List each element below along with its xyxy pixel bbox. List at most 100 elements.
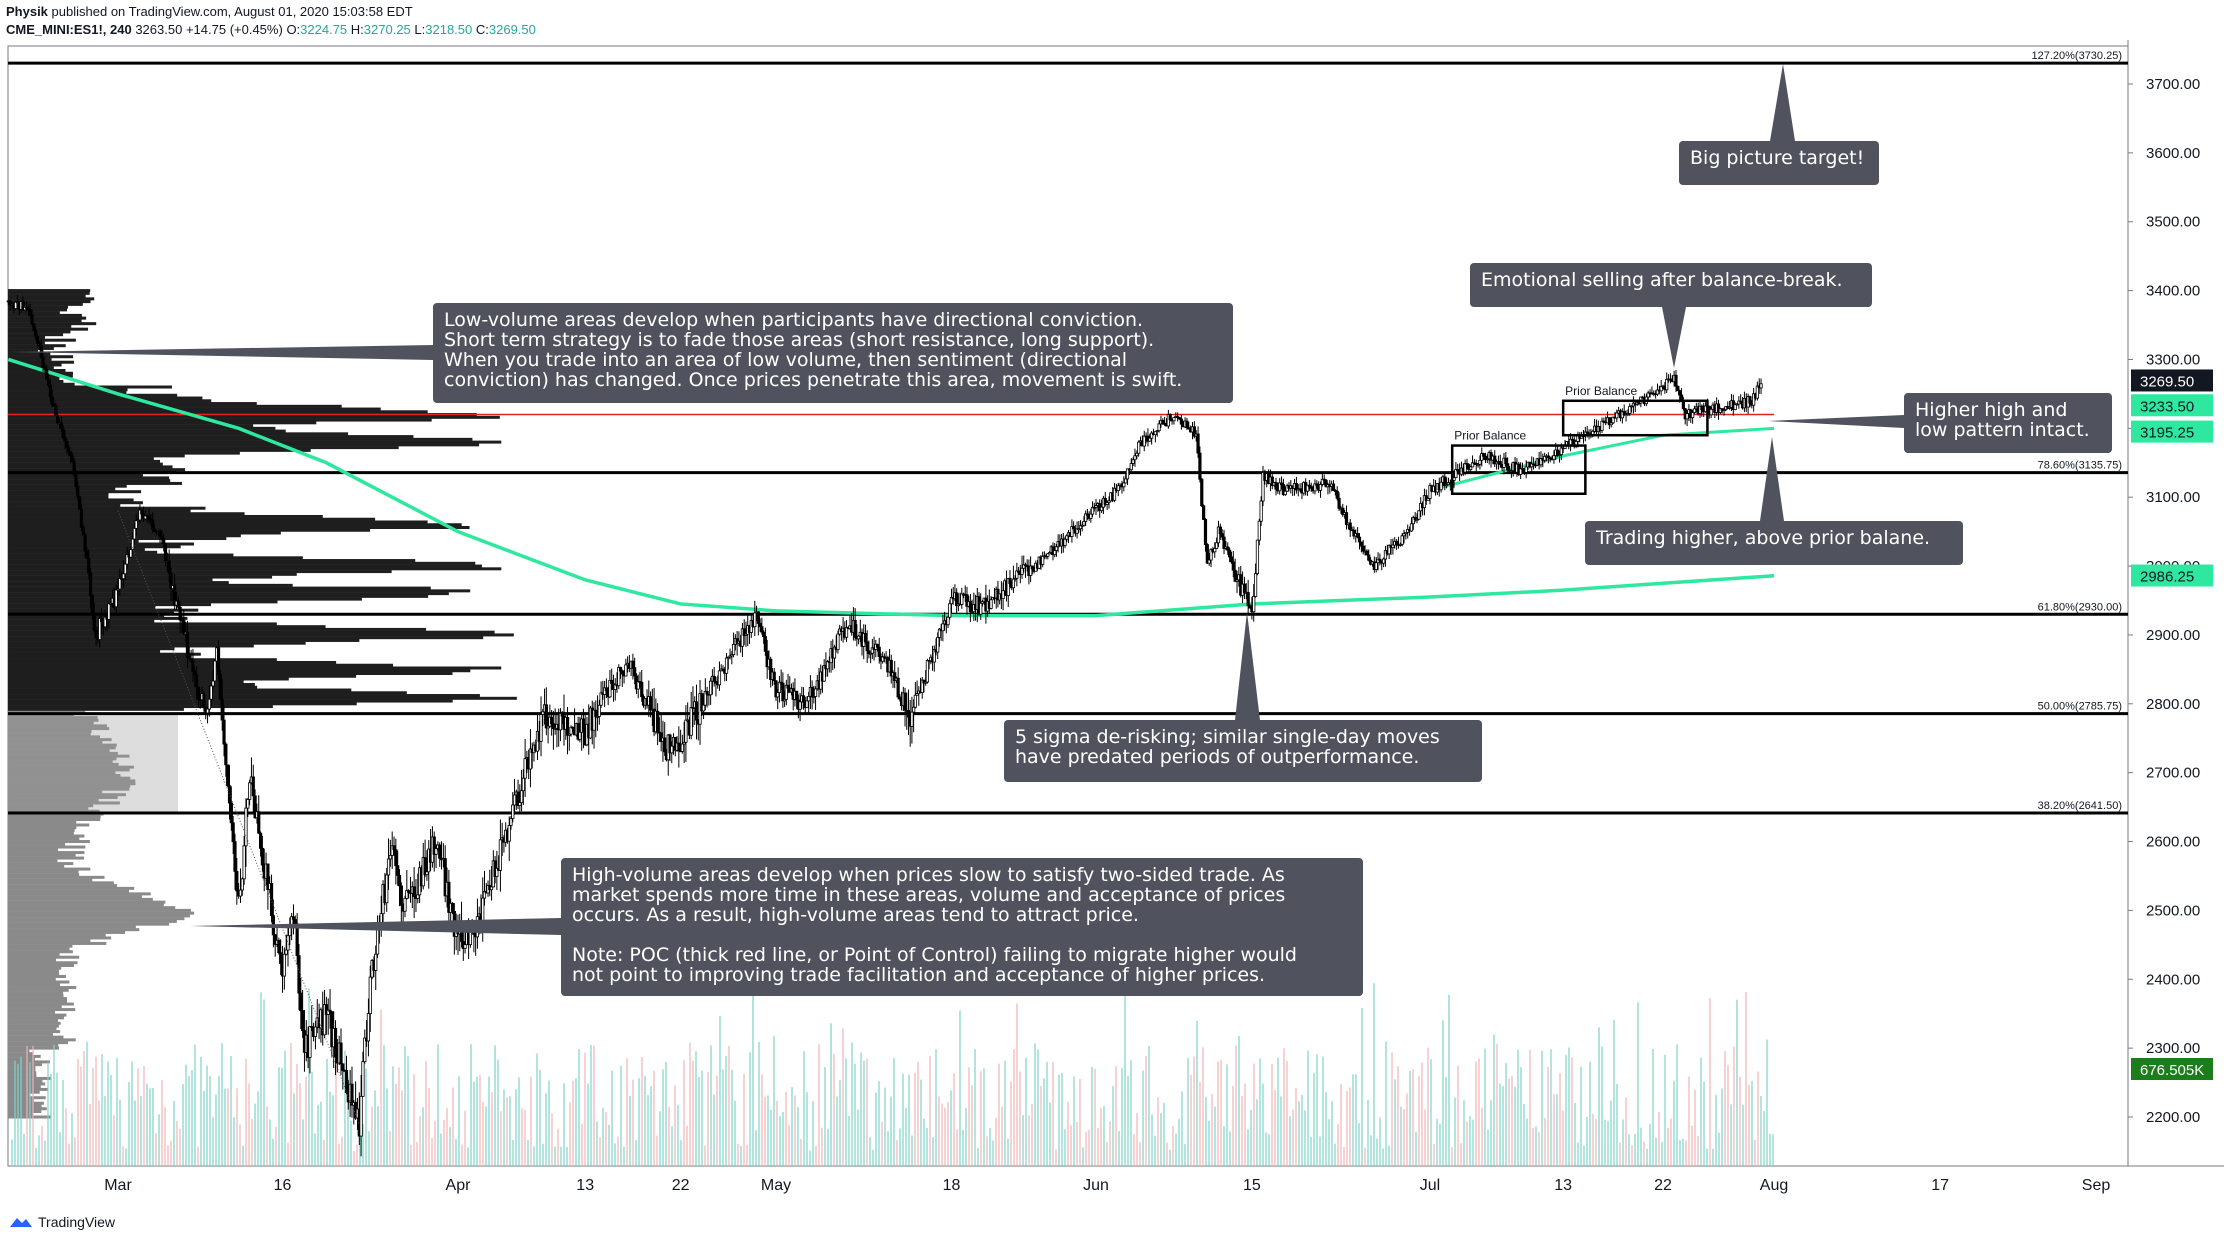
candle-body — [1391, 544, 1395, 549]
candle-body — [1092, 506, 1096, 509]
candle-body — [131, 538, 135, 550]
volume-profile-bar — [8, 327, 89, 331]
candle-body — [339, 1042, 343, 1065]
candle-body — [1335, 490, 1339, 499]
volume-profile-bar — [8, 1027, 57, 1031]
candle-body — [216, 647, 221, 675]
volume-profile-bar — [8, 644, 254, 648]
price-badge — [2131, 369, 2213, 392]
volume-profile-bar — [8, 349, 39, 353]
candle-body — [52, 404, 56, 407]
candle-body — [1357, 536, 1362, 543]
y-tick-label: 2700.00 — [2146, 765, 2200, 782]
candle-body — [810, 686, 814, 698]
candle-body — [386, 858, 391, 876]
candle-body — [385, 874, 389, 904]
volume-profile-bar — [8, 1043, 59, 1047]
volume-profile-bar — [8, 851, 85, 855]
candle-body — [968, 601, 973, 613]
x-tick-label: Sep — [2082, 1177, 2111, 1194]
x-tick-label: Jun — [1083, 1177, 1109, 1194]
x-tick-label: Jul — [1420, 1177, 1440, 1194]
candle-body — [1752, 393, 1756, 406]
candle-body — [906, 710, 911, 718]
volume-profile-bar — [8, 727, 110, 731]
candle-body — [1428, 485, 1432, 499]
candle-body — [447, 881, 451, 913]
publish-info: published on TradingView.com, August 01,… — [51, 4, 413, 19]
candle-body — [1480, 453, 1484, 461]
candle-body — [960, 593, 964, 605]
candle-body — [728, 655, 732, 658]
brand-name[interactable]: TradingView — [38, 1214, 116, 1230]
volume-profile-bar — [8, 297, 95, 301]
candle-body — [138, 509, 142, 521]
close-value: 3269.50 — [488, 22, 536, 37]
callout-box — [1585, 521, 1963, 565]
candle-body — [43, 366, 47, 370]
candle-body — [116, 588, 120, 591]
volume-profile-bar — [8, 768, 130, 772]
candle-body — [1131, 459, 1135, 464]
candle-body — [1733, 404, 1737, 411]
candle-body — [1103, 497, 1107, 505]
candle-body — [1063, 538, 1067, 546]
candle-body — [1177, 417, 1182, 420]
candle-body — [74, 474, 78, 487]
candle-body — [301, 1010, 305, 1031]
candle-body — [211, 680, 215, 687]
volume-profile-bar — [8, 368, 66, 372]
fib-level-label: 50.00%(2785.75) — [2038, 701, 2122, 713]
candle-body — [1161, 419, 1165, 424]
candle-body — [832, 646, 837, 659]
volume-profile-bar — [8, 798, 99, 802]
candle-body — [1205, 544, 1209, 564]
volume-profile-bar — [8, 820, 77, 824]
candle-body — [560, 713, 564, 717]
y-tick-label: 3100.00 — [2146, 489, 2200, 506]
candle-body — [592, 709, 596, 731]
candle-body — [397, 875, 402, 887]
symbol-name[interactable]: CME_MINI:ES1!, 240 — [6, 22, 132, 37]
candle-body — [1246, 591, 1250, 607]
candle-body — [1242, 583, 1247, 593]
volume-profile-bar — [8, 702, 357, 706]
candle-body — [132, 527, 137, 540]
candle-body — [1409, 523, 1414, 532]
candle-body — [936, 637, 940, 653]
candle-body — [1094, 505, 1098, 508]
y-tick-label: 3700.00 — [2146, 76, 2200, 93]
candle-body — [412, 886, 416, 897]
volume-profile-bar — [8, 341, 45, 345]
candle-body — [1006, 577, 1010, 597]
candle-body — [143, 515, 148, 520]
candle-body — [786, 684, 790, 689]
volume-profile-bar — [8, 980, 70, 984]
candle-body — [863, 633, 868, 643]
candle-body — [949, 596, 954, 605]
volume-profile-bar — [8, 1021, 61, 1025]
value-area-shade — [8, 714, 178, 814]
candle-body — [32, 323, 36, 331]
candle-body — [70, 455, 74, 463]
candle-body — [1099, 506, 1104, 512]
candle-body — [1203, 519, 1208, 545]
volume-profile-bar — [8, 382, 75, 386]
candle-body — [14, 301, 18, 309]
candle-body — [1065, 535, 1069, 540]
candle-body — [1493, 455, 1497, 465]
y-tick-label: 3600.00 — [2146, 145, 2200, 162]
volume-profile-bar — [8, 404, 342, 408]
author-name[interactable]: Physik — [6, 4, 48, 19]
candle-body — [1361, 545, 1365, 552]
candle-body — [705, 690, 709, 695]
volume-profile-bar — [8, 881, 114, 885]
candle-body — [889, 659, 893, 677]
candle-body — [1213, 548, 1217, 553]
volume-profile-bar — [8, 1054, 41, 1058]
candle-body — [659, 732, 663, 742]
volume-profile-bar — [8, 1063, 42, 1067]
candle-body — [1187, 427, 1191, 430]
candle-body — [1611, 416, 1615, 424]
